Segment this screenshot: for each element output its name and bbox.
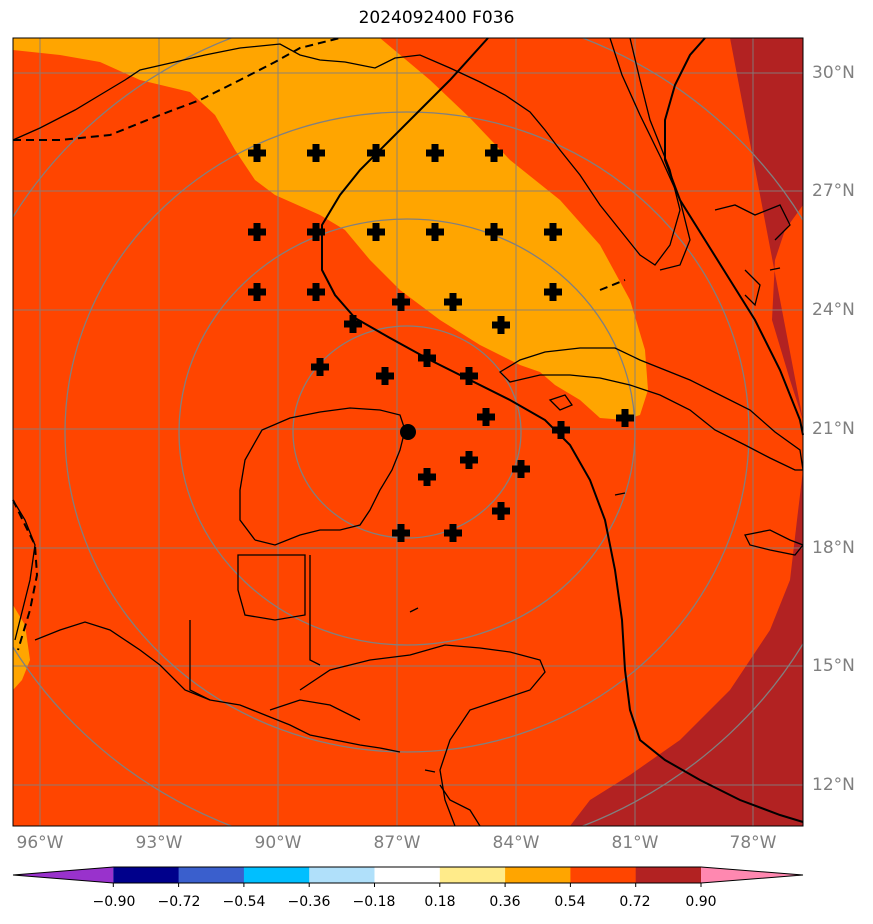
lon-label-78w: 78°W <box>729 833 777 853</box>
lat-label-27n: 27°N <box>812 181 855 201</box>
cross-marker <box>477 408 495 426</box>
colorbar-segment <box>635 867 702 883</box>
cross-marker <box>307 223 325 241</box>
cross-marker <box>485 223 503 241</box>
cross-marker <box>376 367 394 385</box>
colorbar-segment <box>374 867 441 883</box>
cross-marker <box>418 349 436 367</box>
cross-marker <box>444 293 462 311</box>
cross-marker <box>616 409 634 427</box>
cross-marker <box>248 283 266 301</box>
cross-marker <box>544 283 562 301</box>
cross-marker <box>248 144 266 162</box>
colorbar-extend-max <box>701 867 803 883</box>
cross-marker <box>307 144 325 162</box>
lat-label-12n: 12°N <box>812 775 855 795</box>
lon-label-90w: 90°W <box>254 833 302 853</box>
cross-marker <box>311 358 329 376</box>
colorbar-segment <box>178 867 245 883</box>
colorbar-tick: −0.54 <box>222 894 266 910</box>
lon-label-96w: 96°W <box>16 833 64 853</box>
lon-label-81w: 81°W <box>611 833 659 853</box>
cross-marker <box>552 421 570 439</box>
cross-marker <box>418 468 436 486</box>
field-0-72-0-90-east <box>730 38 803 420</box>
lat-label-21n: 21°N <box>812 419 855 439</box>
colorbar-tick: −0.18 <box>352 894 396 910</box>
field-0-36-0-54-west <box>13 605 30 690</box>
cross-marker <box>367 144 385 162</box>
solid-contours <box>321 37 804 823</box>
cross-marker <box>392 293 410 311</box>
colorbar-segment <box>309 867 375 883</box>
cross-marker <box>460 367 478 385</box>
colorbar-tick: −0.90 <box>92 894 136 910</box>
cross-marker <box>492 502 510 520</box>
cross-marker <box>426 223 444 241</box>
colorbar-tick: 0.72 <box>619 894 651 910</box>
field-0-72-0-90-southeast <box>570 470 803 826</box>
cross-marker <box>392 524 410 542</box>
colorbar-tick: 0.54 <box>554 894 586 910</box>
colorbar-tick: 0.18 <box>424 894 456 910</box>
lat-label-30n: 30°N <box>812 63 855 83</box>
lon-label-87w: 87°W <box>373 833 421 853</box>
dashed-contours <box>12 37 626 651</box>
cross-marker <box>367 223 385 241</box>
colorbar-segment <box>505 867 571 883</box>
cross-markers <box>248 144 634 542</box>
colorbar-extend-min <box>13 867 114 883</box>
lon-label-93w: 93°W <box>135 833 183 853</box>
lat-label-24n: 24°N <box>812 300 855 320</box>
cross-marker <box>344 315 362 333</box>
colorbar-tick: 0.90 <box>685 894 717 910</box>
colorbar-segment <box>570 867 637 883</box>
cross-marker <box>544 223 562 241</box>
colorbar-segment <box>243 867 310 883</box>
colorbar <box>12 866 804 887</box>
cross-marker <box>307 283 325 301</box>
cross-marker <box>426 144 444 162</box>
colorbar-segment <box>113 867 180 883</box>
map-title: 2024092400 F036 <box>358 8 515 28</box>
cross-marker <box>485 144 503 162</box>
map-frame <box>12 37 804 827</box>
colorbar-segment <box>439 867 506 883</box>
cross-marker <box>248 223 266 241</box>
cross-marker <box>444 524 462 542</box>
cross-marker <box>492 316 510 334</box>
cross-marker <box>460 451 478 469</box>
lon-label-84w: 84°W <box>492 833 540 853</box>
lat-label-18n: 18°N <box>812 538 855 558</box>
field-0-36-0-54-north <box>13 38 648 420</box>
storm-center-dot <box>400 424 416 440</box>
colorbar-tick: −0.72 <box>157 894 201 910</box>
cross-marker <box>512 460 530 478</box>
lat-label-15n: 15°N <box>812 656 855 676</box>
colorbar-tick: −0.36 <box>287 894 331 910</box>
range-rings <box>13 38 803 826</box>
colorbar-tick: 0.36 <box>489 894 521 910</box>
